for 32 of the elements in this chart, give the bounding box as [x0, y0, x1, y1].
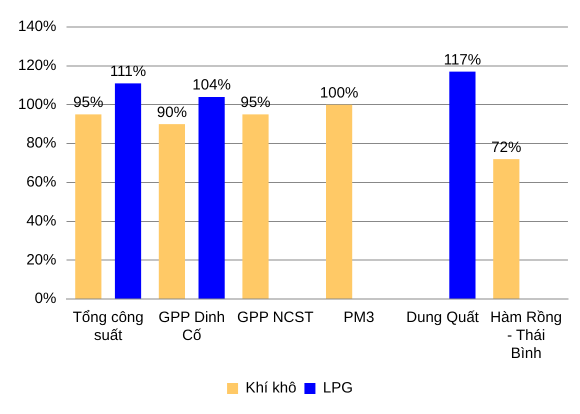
bar — [449, 72, 476, 298]
x-tick-label: GPP Dinh Cố — [158, 309, 225, 344]
data-label: 100% — [320, 84, 358, 102]
data-label: 111% — [110, 62, 146, 80]
x-tick-label: PM3 — [344, 309, 374, 326]
y-tick-label: 60% — [26, 174, 56, 191]
data-label: 117% — [444, 51, 482, 68]
bar — [198, 96, 225, 298]
y-tick-label: 140% — [18, 18, 56, 36]
legend-label: Khí khô — [246, 380, 296, 397]
y-tick-label: 20% — [26, 251, 56, 268]
data-label: 95% — [73, 94, 104, 112]
legend-label: LPG — [322, 380, 353, 397]
bar — [493, 159, 520, 298]
x-tick-label: GPP NCST — [237, 309, 314, 326]
x-tick-label: Dung Quất — [406, 309, 480, 326]
bar — [158, 124, 186, 298]
data-label: 95% — [240, 94, 271, 112]
bar — [114, 83, 142, 298]
y-tick-label: 80% — [26, 134, 56, 152]
data-label: 90% — [156, 104, 187, 121]
x-tick-label: Hàm Rồng - Thái Bình — [490, 309, 562, 362]
bar — [75, 114, 102, 298]
data-label: 104% — [192, 76, 231, 94]
y-tick-label: 0% — [34, 290, 56, 308]
y-tick-label: 120% — [18, 57, 56, 74]
bar — [326, 104, 352, 298]
bar — [242, 114, 269, 298]
data-label: 72% — [491, 138, 522, 156]
y-tick-label: 100% — [18, 96, 56, 113]
y-tick-label: 40% — [26, 212, 56, 230]
x-tick-label: Tổng công suất — [72, 309, 144, 344]
